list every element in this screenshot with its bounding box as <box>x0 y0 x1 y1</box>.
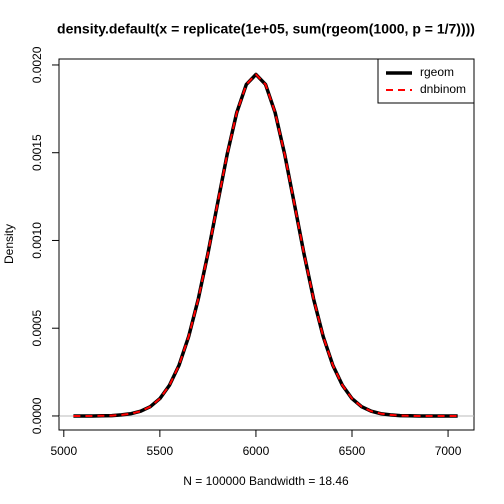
x-axis-label: N = 100000 Bandwidth = 18.46 <box>183 474 349 488</box>
y-axis-label: Density <box>2 224 16 264</box>
legend-box <box>377 58 475 104</box>
x-tick-label: 5500 <box>147 444 174 458</box>
chart-title: density.default(x = replicate(1e+05, sum… <box>57 21 475 37</box>
y-tick-label: 0.0010 <box>30 222 44 259</box>
y-tick-label: 0.0005 <box>30 310 44 347</box>
x-tick-label: 5000 <box>50 444 77 458</box>
series-line <box>73 72 458 418</box>
y-tick-label: 0.0015 <box>30 134 44 171</box>
legend-label: rgeom <box>420 65 454 79</box>
series-line <box>73 73 458 417</box>
legend-label: dnbinom <box>420 82 466 96</box>
x-tick-label: 6500 <box>339 444 366 458</box>
x-tick-label: 6000 <box>243 444 270 458</box>
y-tick-label: 0.0020 <box>30 46 44 83</box>
plot-box <box>58 58 475 431</box>
y-tick-label: 0.0000 <box>30 397 44 434</box>
x-tick-label: 7000 <box>435 444 462 458</box>
